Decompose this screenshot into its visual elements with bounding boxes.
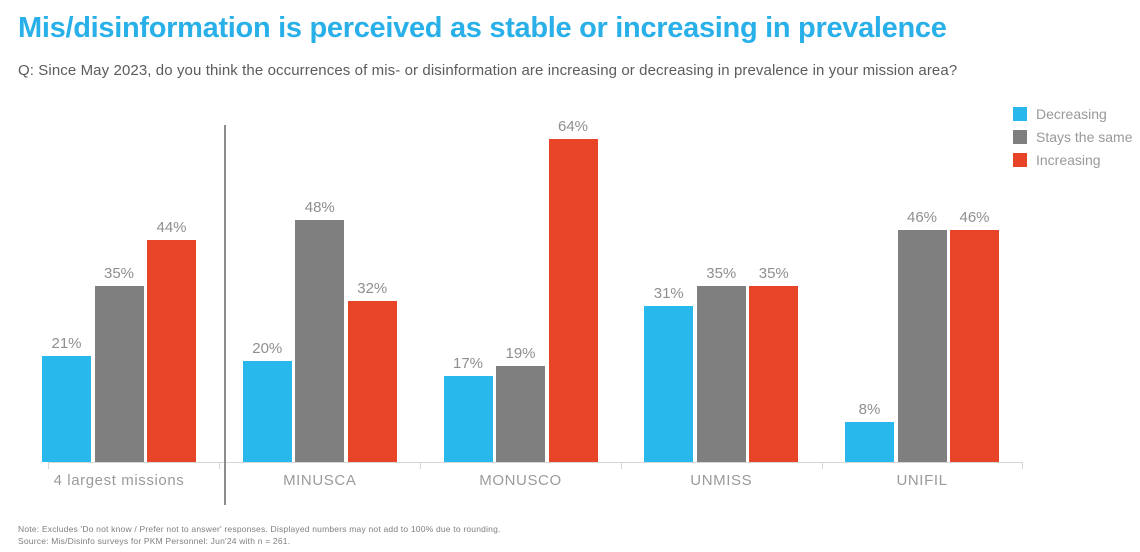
bar-value-label: 35% (758, 265, 789, 282)
x-axis-tick (219, 462, 221, 469)
bar-value-label: 48% (304, 199, 335, 216)
x-axis-tick (420, 462, 422, 469)
bar-increasing (347, 301, 397, 462)
bar-value-label: 17% (452, 355, 484, 372)
bar-increasing (548, 139, 598, 462)
footnote-note: Note: Excludes 'Do not know / Prefer not… (18, 524, 501, 534)
bar-decreasing (644, 306, 694, 462)
legend-swatch-increasing (1013, 152, 1027, 167)
bar-decreasing (443, 376, 493, 462)
bar-value-label: 35% (706, 265, 737, 282)
bar-value-label: 35% (103, 265, 135, 282)
bar-value-label: 8% (858, 401, 881, 418)
footnotes: Note: Excludes 'Do not know / Prefer not… (18, 523, 501, 547)
group-divider (224, 125, 227, 505)
legend-swatch-decreasing (1013, 106, 1027, 121)
category-label-monusco: MONUSCO (479, 472, 562, 489)
category-label-4-largest-missions: 4 largest missions (53, 472, 185, 489)
bar-decreasing (845, 422, 894, 462)
bar-value-label: 31% (653, 285, 684, 302)
bar-stays-the-same (94, 286, 144, 462)
legend-item-stays-the-same: Stays the same (1013, 125, 1133, 148)
bar-increasing (950, 230, 999, 462)
bar-value-label: 32% (357, 280, 388, 297)
category-label-minusca: MINUSCA (283, 472, 357, 489)
chart-legend: Decreasing Stays the same Increasing (1013, 102, 1133, 171)
bar-value-label: 20% (252, 340, 283, 357)
bar-value-label: 21% (51, 335, 82, 352)
bar-value-label: 46% (906, 209, 938, 226)
bar-value-label: 46% (959, 209, 990, 226)
bar-increasing (749, 286, 799, 462)
x-axis-line (48, 462, 1022, 463)
bar-value-label: 19% (505, 345, 536, 362)
bar-decreasing (42, 356, 91, 462)
page-title: Mis/disinformation is perceived as stabl… (18, 12, 947, 44)
bar-value-label: 44% (156, 219, 187, 236)
legend-label: Stays the same (1036, 128, 1133, 145)
legend-item-decreasing: Decreasing (1013, 102, 1133, 125)
survey-question-subtitle: Q: Since May 2023, do you think the occu… (18, 62, 958, 79)
x-axis-tick (48, 462, 49, 469)
bar-stays-the-same (897, 230, 947, 462)
bar-stays-the-same (496, 366, 545, 462)
bar-increasing (147, 240, 196, 462)
legend-item-increasing: Increasing (1013, 148, 1133, 171)
bar-decreasing (242, 361, 292, 462)
legend-swatch-stays-the-same (1013, 129, 1027, 144)
x-axis-tick (620, 462, 622, 469)
legend-label: Decreasing (1036, 105, 1107, 122)
bar-value-label: 64% (557, 118, 589, 135)
bar-stays-the-same (696, 286, 746, 462)
footnote-source: Source: Mis/Disinfo surveys for PKM Pers… (18, 536, 291, 546)
x-axis-tick (1022, 462, 1023, 469)
bar-stays-the-same (295, 220, 345, 462)
legend-label: Increasing (1036, 151, 1101, 168)
category-label-unmiss: UNMISS (690, 472, 753, 489)
x-axis-tick (821, 462, 823, 469)
category-label-unifil: UNIFIL (896, 472, 948, 489)
